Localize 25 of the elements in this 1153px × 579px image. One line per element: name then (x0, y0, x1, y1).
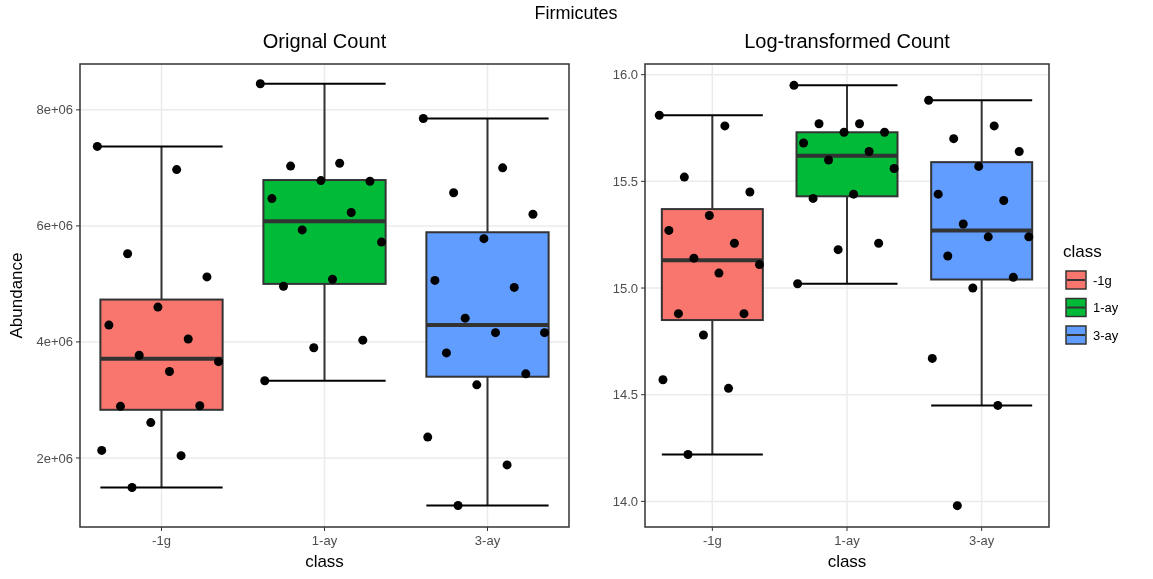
x-tick-label: 3-ay (969, 533, 995, 548)
y-axis-title: Abundance (7, 252, 26, 339)
y-tick-label: 4e+06 (36, 334, 73, 350)
x-tick-label: -1g (152, 533, 171, 548)
y-tick-label: 16.0 (612, 67, 638, 83)
y-tick-label: 2e+06 (36, 450, 73, 466)
legend-label: -1g (1093, 272, 1112, 288)
x-axis-title: class (305, 552, 344, 571)
x-tick-label: 1-ay (834, 533, 861, 548)
y-tick-label: 14.5 (612, 387, 638, 403)
y-tick-label: 14.0 (612, 493, 638, 509)
x-tick-label: 3-ay (474, 533, 501, 548)
legend-label: 3-ay (1093, 327, 1119, 343)
x-axis-title: class (827, 552, 867, 571)
y-tick-label: 6e+06 (36, 218, 73, 234)
y-tick-label: 15.0 (612, 280, 638, 296)
chart-title: Orignal Count (262, 30, 387, 52)
x-tick-label: 1-ay (311, 533, 338, 548)
y-tick-label: 15.5 (612, 173, 638, 189)
chart-title: Log-transformed Count (744, 30, 951, 52)
x-tick-label: -1g (702, 533, 722, 548)
legend-title: class (1063, 242, 1102, 261)
text: Firmicutes (534, 3, 618, 23)
y-tick-label: 8e+06 (36, 102, 73, 118)
legend-label: 1-ay (1093, 300, 1119, 316)
